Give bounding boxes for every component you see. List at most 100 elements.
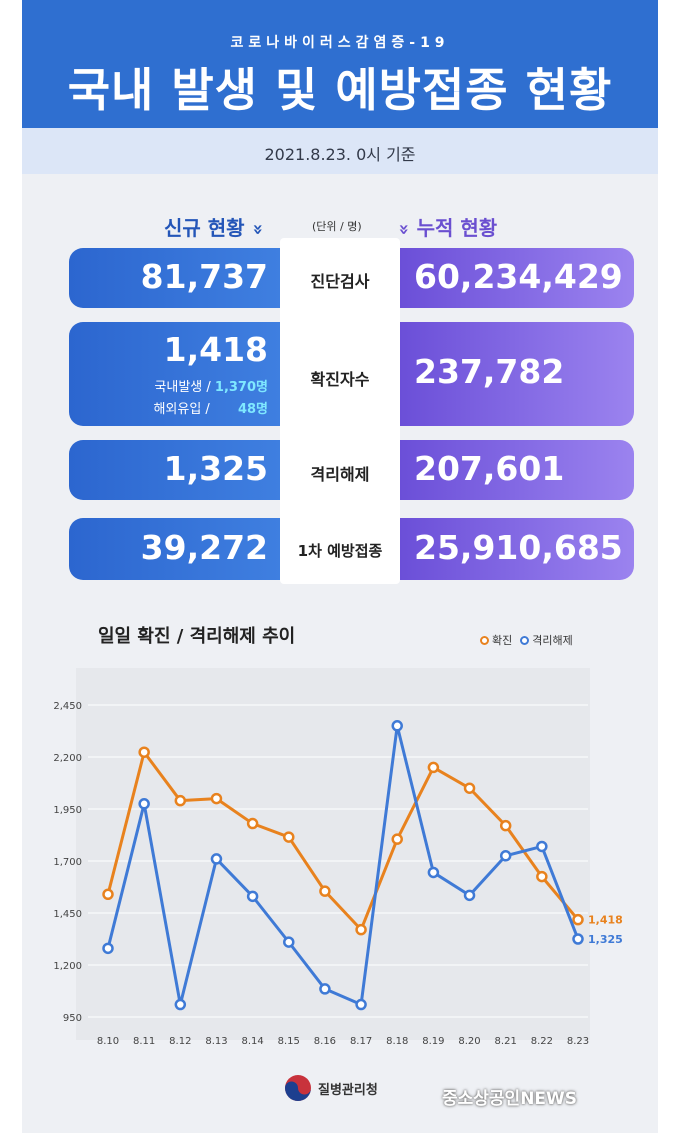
data-point [138, 746, 150, 758]
data-point [102, 888, 114, 901]
agency-name: 질병관리청 [318, 1082, 378, 1098]
vaccine-cumulative-value: 25,910,685 [414, 528, 623, 567]
overseas-label: 해외유입 / [153, 402, 210, 417]
overseas-value: 48명 [237, 402, 268, 417]
data-point [499, 850, 512, 862]
data-point [319, 983, 331, 995]
vaccine-new-box: 39,272 [69, 518, 280, 580]
released-cumulative-box: 207,601 [400, 440, 634, 500]
y-tick-label: 1,200 [53, 961, 82, 972]
chevron-down-icon: » [246, 223, 268, 236]
new-column-label: 신규 현황 [164, 216, 245, 240]
y-tick-label: 1,950 [53, 805, 82, 816]
header-date: 2021.8.23. 0시 기준 [264, 145, 416, 164]
legend-label-confirmed: 확진 [492, 634, 513, 647]
confirmed-label: 확진자수 [310, 370, 370, 389]
unit-label: (단위 / 명) [312, 220, 362, 233]
test-label: 진단검사 [310, 272, 370, 291]
domestic-line: 국내발생 / 1,370명 [154, 376, 268, 395]
data-point [246, 817, 259, 830]
data-point [427, 866, 440, 879]
data-point [572, 933, 584, 945]
chevron-down-icon: » [393, 223, 415, 236]
cumulative-column-label: 누적 현황 [416, 216, 498, 240]
data-point [246, 890, 259, 903]
data-point [283, 936, 295, 948]
y-tick-label: 1,700 [53, 857, 82, 868]
data-point [319, 885, 331, 897]
data-point [355, 998, 367, 1011]
x-tick-label: 8.18 [386, 1036, 408, 1047]
series-line-confirmed [106, 750, 580, 932]
domestic-value: 1,370명 [214, 380, 268, 395]
x-tick-label: 8.21 [495, 1036, 517, 1047]
header-subtitle: 코로나바이러스감염증-19 [230, 35, 450, 51]
cumulative-column-heading: » 누적 현황 [393, 212, 498, 241]
x-tick-label: 8.22 [531, 1036, 553, 1047]
infographic-card: 코로나바이러스감염증-19 국내 발생 및 예방접종 현황 2021.8.23.… [22, 0, 658, 1133]
data-point [427, 761, 440, 774]
taegeuk-emblem-icon [285, 1075, 311, 1101]
x-tick-label: 8.23 [567, 1036, 589, 1047]
test-cumulative-value: 60,234,429 [414, 257, 623, 296]
data-point [536, 840, 548, 853]
test-cumulative-box: 60,234,429 [400, 248, 634, 308]
vaccine-cumulative-box: 25,910,685 [400, 518, 634, 580]
news-watermark: 중소상공인NEWS [442, 1089, 578, 1109]
x-tick-label: 8.16 [314, 1036, 336, 1047]
data-point [174, 998, 187, 1011]
label-column [280, 238, 400, 584]
legend-item-released: 격리해제 [520, 632, 573, 648]
y-tick-label: 950 [63, 1013, 82, 1024]
vaccine-label: 1차 예방접종 [297, 542, 383, 560]
legend-marker-confirmed [480, 635, 489, 645]
data-point [174, 794, 187, 807]
data-point [391, 833, 403, 845]
data-point [283, 831, 295, 843]
legend-item-confirmed: 확진 [480, 632, 512, 648]
vaccine-new-value: 39,272 [140, 528, 268, 567]
test-new-value: 81,737 [140, 257, 268, 296]
confirmed-cumulative-value: 237,782 [414, 352, 565, 391]
line-chart: 2,450 2,200 1,950 1,700 1,450 1,200 950 8.10 8.1… [53, 668, 623, 1047]
x-tick-label: 8.10 [97, 1036, 119, 1047]
data-point [102, 942, 114, 955]
test-new-box: 81,737 [69, 248, 280, 308]
released-new-value: 1,325 [163, 449, 268, 488]
agency-logo: 질병관리청 [284, 1074, 378, 1102]
x-tick-label: 8.11 [133, 1036, 155, 1047]
x-tick-label: 8.14 [241, 1036, 263, 1047]
x-tick-label: 8.15 [278, 1036, 300, 1047]
y-tick-label: 2,200 [53, 753, 82, 764]
overseas-line: 해외유입 / 48명 [153, 398, 268, 417]
end-value-label: 1,325 [588, 933, 623, 946]
x-tick-label: 8.12 [169, 1036, 191, 1047]
x-tick-label: 8.19 [422, 1036, 444, 1047]
released-label: 격리해제 [310, 465, 370, 484]
data-point [463, 889, 476, 902]
date-band [22, 128, 658, 174]
end-value-label: 1,418 [588, 914, 623, 927]
y-tick-label: 2,450 [53, 701, 82, 712]
data-point [210, 853, 223, 865]
x-tick-label: 8.17 [350, 1036, 372, 1047]
legend-marker-released [520, 635, 530, 645]
data-point [499, 819, 512, 832]
released-cumulative-value: 207,601 [414, 449, 565, 488]
legend-label-released: 격리해제 [532, 634, 573, 647]
data-point [391, 720, 403, 732]
confirmed-cumulative-box: 237,782 [400, 322, 634, 426]
data-point [572, 913, 584, 926]
data-point [355, 923, 367, 936]
released-new-box: 1,325 [69, 440, 280, 500]
header-title: 국내 발생 및 예방접종 현황 [67, 63, 613, 117]
data-point [210, 792, 223, 805]
data-point [536, 870, 548, 883]
chart-legend: 확진 격리해제 [480, 632, 573, 648]
data-point [463, 782, 476, 794]
y-tick-label: 1,450 [53, 909, 82, 920]
confirmed-new-box: 1,418 국내발생 / 1,370명 해외유입 / 48명 [69, 322, 280, 426]
new-column-heading: 신규 현황 » [164, 212, 268, 241]
domestic-label: 국내발생 / [154, 380, 211, 395]
header: 코로나바이러스감염증-19 국내 발생 및 예방접종 현황 2021.8.23.… [22, 0, 658, 174]
